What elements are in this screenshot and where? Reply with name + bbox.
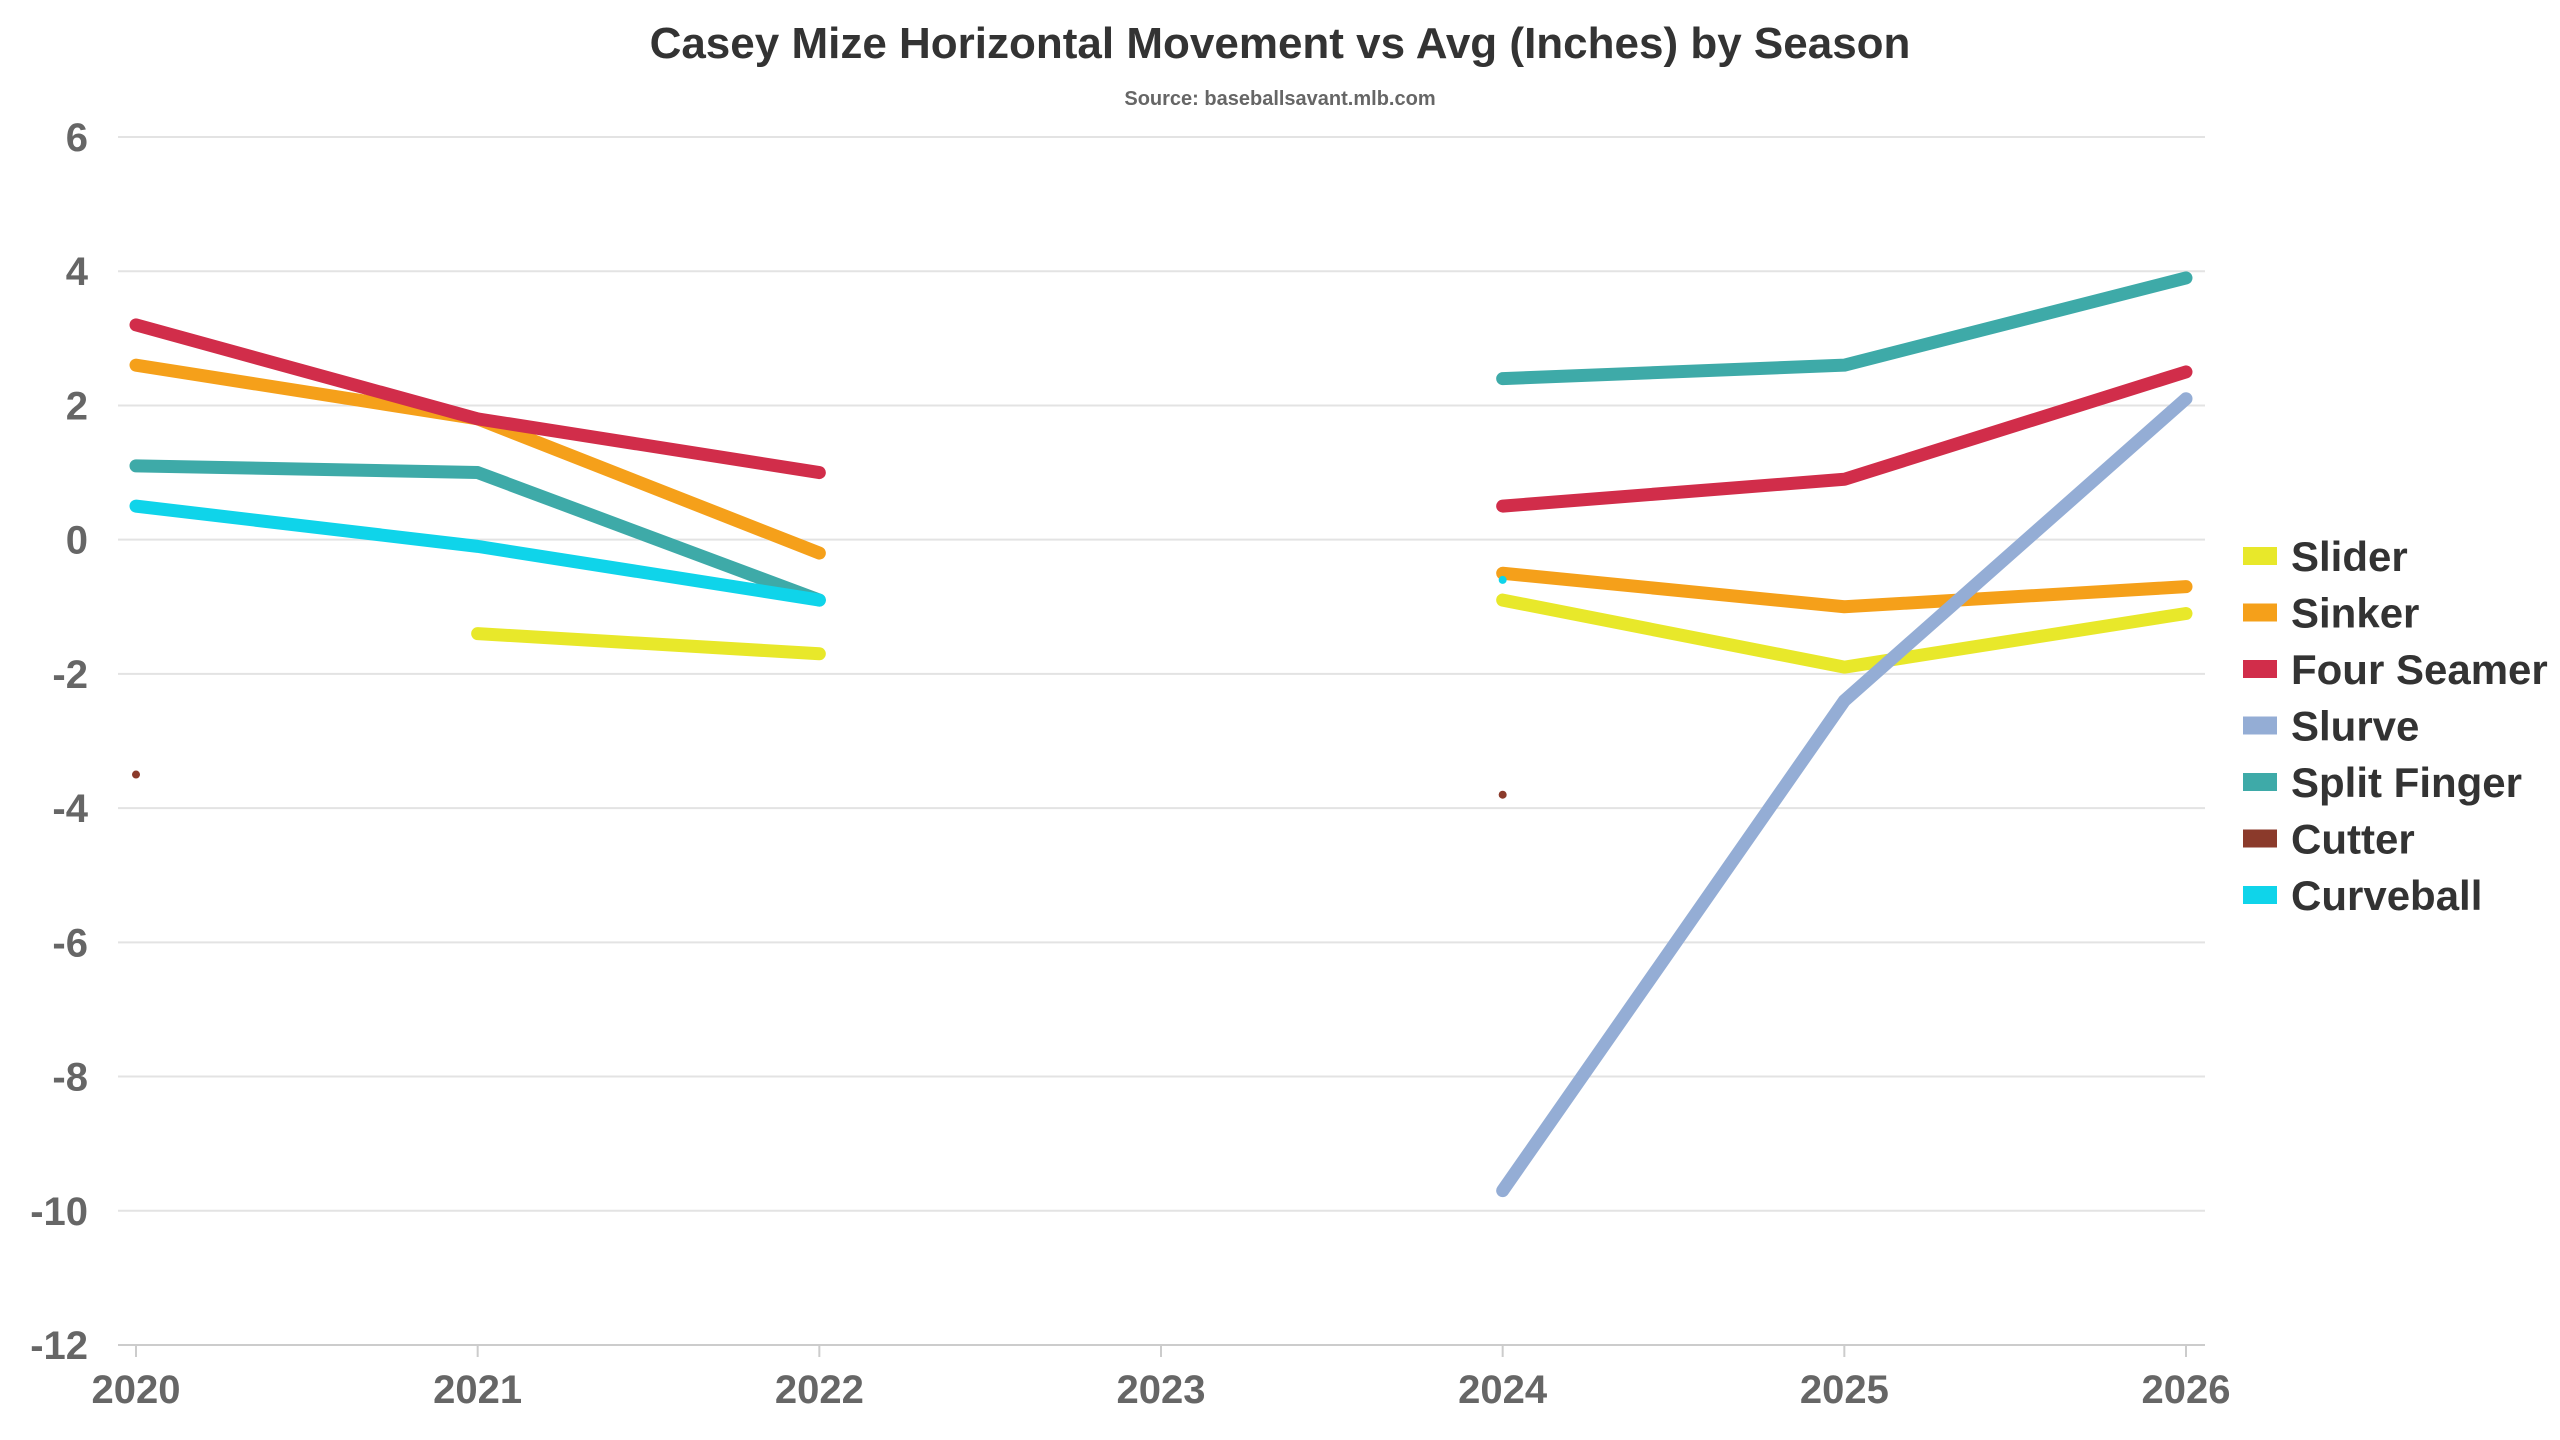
legend-label: Slider [2291,533,2408,580]
series-line-four-seamer [129,318,826,480]
series-line-slurve [1496,392,2193,1198]
legend-label: Cutter [2291,816,2415,863]
x-tick-label: 2026 [2142,1368,2231,1412]
legend-swatch [2243,773,2277,791]
x-tick-label: 2024 [1458,1368,1548,1412]
y-tick-label: -4 [52,787,88,831]
legend-label: Split Finger [2291,759,2522,806]
legend-item-cutter: Cutter [2243,816,2415,863]
series-line-split-finger [129,459,826,607]
x-tick-label: 2025 [1800,1368,1889,1412]
gridlines [118,136,2205,1212]
y-tick-label: 2 [66,384,88,428]
series-line-sinker [1496,566,2193,614]
legend-swatch [2243,660,2277,678]
legend-item-four-seamer: Four Seamer [2243,646,2548,693]
x-tick-label: 2020 [92,1368,181,1412]
series-point-cutter [1498,790,1507,799]
legend-label: Sinker [2291,590,2419,637]
x-tick-label: 2021 [433,1368,522,1412]
series-line-curveball [129,499,826,607]
series-layer [129,271,2193,1198]
y-tick-label: 4 [66,250,89,294]
y-tick-label: -6 [52,921,88,965]
legend-swatch [2243,716,2277,735]
chart-subtitle: Source: baseballsavant.mlb.com [1124,88,1435,110]
legend-item-slurve: Slurve [2243,703,2419,750]
y-tick-label: 6 [66,116,88,160]
x-tick-label: 2023 [1117,1368,1206,1412]
legend-swatch [2243,886,2277,904]
legend-item-split-finger: Split Finger [2243,759,2522,806]
legend-swatch [2243,829,2277,848]
y-tick-label: -12 [30,1324,88,1368]
legend-item-sinker: Sinker [2243,590,2419,637]
legend-label: Slurve [2291,703,2419,750]
y-tick-label: 0 [66,519,88,563]
series-line-split-finger [1496,271,2193,386]
y-tick-label: -8 [52,1056,88,1100]
legend-swatch [2243,547,2277,565]
y-tick-label: -2 [52,653,88,697]
legend: Slider Sinker Four Seamer Slurve Split Finge… [2243,533,2548,919]
chart-title: Casey Mize Horizontal Movement vs Avg (I… [650,19,1911,68]
series-point-cutter [132,770,140,779]
legend-label: Four Seamer [2291,646,2548,693]
y-tick-label: -10 [30,1190,88,1234]
legend-swatch [2243,603,2277,622]
series-line-slider [471,627,826,661]
series-line-four-seamer [1496,365,2193,513]
legend-item-slider: Slider [2243,533,2408,580]
legend-item-curveball: Curveball [2243,872,2482,919]
legend-label: Curveball [2291,872,2482,919]
series-point-curveball [1498,575,1507,584]
series-line-slider [1496,593,2193,674]
x-tick-label: 2022 [775,1368,864,1412]
